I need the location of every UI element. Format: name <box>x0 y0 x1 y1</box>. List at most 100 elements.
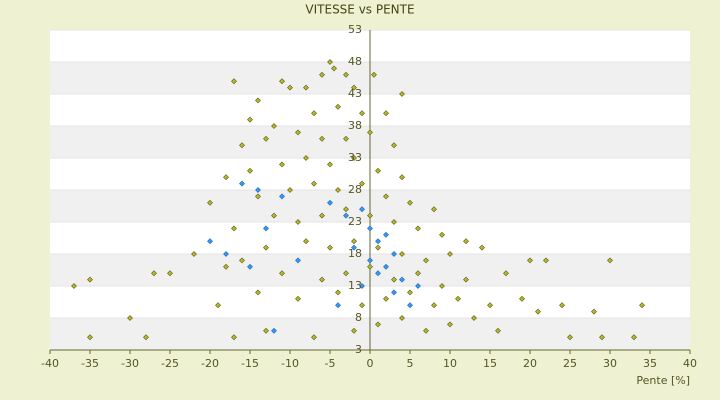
point <box>375 167 381 174</box>
x-tick-label: 30 <box>603 357 617 370</box>
point <box>423 327 429 334</box>
point <box>383 263 389 270</box>
point <box>311 180 317 187</box>
point <box>383 295 389 302</box>
chart-title: VITESSE vs PENTE <box>305 3 414 17</box>
point <box>271 123 277 129</box>
point <box>399 91 405 97</box>
point <box>519 295 525 302</box>
point <box>263 327 269 334</box>
point <box>87 334 93 341</box>
point <box>479 244 485 251</box>
point <box>639 302 645 309</box>
point <box>87 276 93 283</box>
point <box>399 276 405 283</box>
point <box>231 225 237 232</box>
point <box>303 84 309 91</box>
point <box>447 321 453 328</box>
point <box>343 135 349 142</box>
point <box>375 244 381 251</box>
point <box>351 155 357 161</box>
point <box>439 283 445 289</box>
point <box>423 257 429 264</box>
x-tick-label: -25 <box>161 357 179 370</box>
point <box>399 174 405 181</box>
point <box>255 187 261 193</box>
point <box>351 238 357 245</box>
y-tick-label: 28 <box>348 183 362 196</box>
y-tick-label: 33 <box>348 151 362 164</box>
point <box>527 257 533 264</box>
point <box>343 71 349 78</box>
point <box>127 315 133 321</box>
point <box>535 308 541 315</box>
point <box>399 315 405 321</box>
point <box>215 302 221 309</box>
point <box>407 289 413 296</box>
x-tick-label: -20 <box>201 357 219 370</box>
point <box>151 270 157 277</box>
point <box>287 187 293 193</box>
point <box>319 135 325 142</box>
point <box>143 334 149 341</box>
point <box>375 321 381 328</box>
point <box>375 238 381 245</box>
point <box>335 187 341 193</box>
point <box>415 225 421 232</box>
point <box>343 212 349 219</box>
point <box>319 276 325 283</box>
x-tick-label: 20 <box>523 357 537 370</box>
point <box>239 142 245 149</box>
y-tick-label: 18 <box>348 247 362 260</box>
point <box>303 155 309 161</box>
point <box>295 295 301 302</box>
point <box>343 270 349 277</box>
x-tick-label: 10 <box>443 357 457 370</box>
point <box>407 199 413 206</box>
point <box>207 199 213 206</box>
point <box>367 263 373 270</box>
point <box>359 180 365 187</box>
point <box>383 231 389 238</box>
point <box>271 327 277 334</box>
point <box>455 295 461 302</box>
point <box>255 193 261 200</box>
point <box>327 244 333 251</box>
point <box>279 78 285 85</box>
x-tick-label: -15 <box>241 357 259 370</box>
point <box>607 257 613 264</box>
point <box>223 174 229 181</box>
point <box>263 135 269 142</box>
point <box>487 302 493 309</box>
point <box>279 161 285 168</box>
point <box>167 270 173 277</box>
point <box>495 327 501 334</box>
point <box>383 110 389 117</box>
point <box>391 142 397 149</box>
point <box>375 270 381 277</box>
point <box>463 276 469 283</box>
point <box>391 219 397 225</box>
point <box>247 116 253 123</box>
x-axis-label: Pente [%] <box>636 374 690 387</box>
point <box>319 71 325 78</box>
point <box>367 129 373 136</box>
point <box>319 212 325 219</box>
point <box>367 212 373 219</box>
point <box>295 257 301 264</box>
x-tick-label: 40 <box>683 357 697 370</box>
point <box>391 276 397 283</box>
point <box>543 257 549 264</box>
point <box>231 334 237 341</box>
point <box>191 251 197 257</box>
point <box>247 263 253 270</box>
point <box>271 212 277 219</box>
point <box>431 206 437 213</box>
point <box>431 302 437 309</box>
point <box>331 65 337 72</box>
point <box>359 283 365 289</box>
point <box>327 199 333 206</box>
y-tick-label: 38 <box>348 119 362 132</box>
point <box>567 334 573 341</box>
point <box>327 59 333 65</box>
